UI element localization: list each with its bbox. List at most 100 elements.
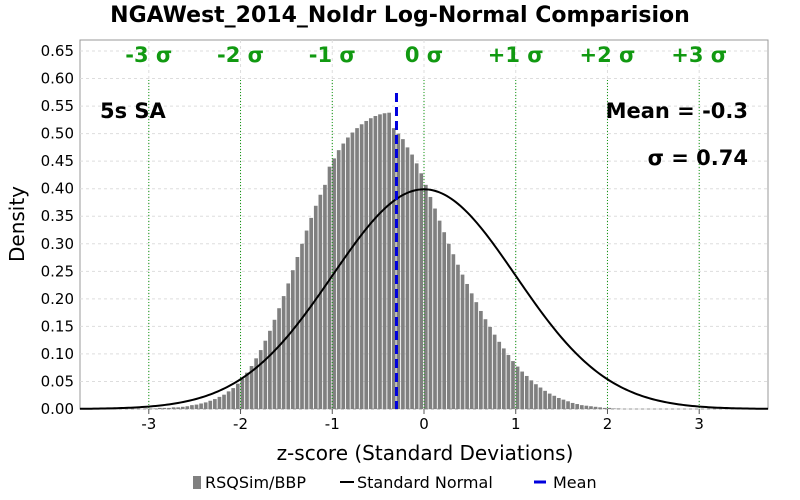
histogram-bar xyxy=(350,132,355,409)
histogram-bar xyxy=(488,326,492,409)
histogram-bar xyxy=(258,350,263,409)
histogram-bar xyxy=(524,375,529,409)
sigma-label: +1 σ xyxy=(488,43,544,67)
histogram-bar xyxy=(364,120,369,409)
legend-label-bars: RSQSim/BBP xyxy=(205,473,306,492)
histogram-bar xyxy=(612,408,616,409)
histogram-bar xyxy=(497,341,502,409)
sigma-label: +3 σ xyxy=(671,43,727,67)
sigma-label: 0 σ xyxy=(405,43,443,67)
histogram-bar xyxy=(332,158,336,409)
sigma-label: -1 σ xyxy=(309,43,356,67)
histogram-bar xyxy=(446,243,451,409)
histogram-bar xyxy=(460,274,465,409)
histogram-bar xyxy=(213,399,217,409)
histogram-bar xyxy=(593,406,598,409)
histogram-bar xyxy=(515,366,520,409)
normal-curve xyxy=(79,188,769,410)
histogram-bar xyxy=(281,296,286,409)
histogram-bar xyxy=(203,402,208,409)
histogram-bar xyxy=(180,406,185,409)
histogram-bar xyxy=(396,133,401,409)
histogram-bar xyxy=(511,361,515,409)
histogram-bar xyxy=(483,319,488,409)
histogram-bar xyxy=(235,383,240,409)
histogram-bar xyxy=(167,407,171,409)
histogram-bar xyxy=(309,217,314,409)
histogram-bar xyxy=(405,147,410,410)
y-tick-label: 0.50 xyxy=(41,125,74,143)
histogram-bar xyxy=(387,112,391,409)
histogram-bar xyxy=(240,378,245,409)
x-tick-label: -2 xyxy=(233,415,248,433)
x-tick-label: 1 xyxy=(511,415,521,433)
histogram-bar xyxy=(616,408,621,409)
y-tick-label: 0.05 xyxy=(41,372,74,390)
y-tick-label: 0.55 xyxy=(41,97,74,115)
legend: RSQSim/BBP Standard Normal Mean xyxy=(193,473,597,492)
histogram-bar xyxy=(185,406,190,409)
histogram-bar xyxy=(579,405,584,409)
y-tick-label: 0.60 xyxy=(41,70,74,88)
histogram-bar xyxy=(410,154,414,409)
histogram-bar xyxy=(245,372,249,409)
histogram-bar xyxy=(208,400,213,409)
histogram-bar xyxy=(557,397,561,409)
histogram-bar xyxy=(428,196,433,409)
histogram-bar xyxy=(254,358,258,409)
histogram-bar xyxy=(451,254,456,409)
period-annotation: 5s SA xyxy=(100,99,167,123)
sigma-annotation: σ = 0.74 xyxy=(648,146,748,170)
mean-annotation: Mean = -0.3 xyxy=(606,99,748,123)
histogram-bar xyxy=(176,407,181,409)
histogram-bar xyxy=(382,113,387,409)
y-axis-label: Density xyxy=(5,186,29,262)
histogram-bar xyxy=(304,230,309,409)
sigma-label: -2 σ xyxy=(217,43,264,67)
histogram-bar xyxy=(598,407,602,409)
histogram-bar xyxy=(171,407,176,409)
y-tick-label: 0.15 xyxy=(41,317,74,335)
histogram-bar xyxy=(607,407,612,409)
plot-area: 0.00 0.05 0.10 0.15 0.20 0.25 0.30 0.35 0.40 0.45… xyxy=(41,39,769,433)
histogram-bar xyxy=(300,243,304,409)
histogram-bar xyxy=(194,404,199,409)
histogram-bar xyxy=(442,232,447,409)
x-tick-label: -3 xyxy=(141,415,156,433)
histogram-bar xyxy=(336,150,341,410)
histogram-bar xyxy=(479,310,483,409)
histogram-bar xyxy=(263,340,268,409)
y-tick-label: 0.25 xyxy=(41,262,74,280)
y-tick-label: 0.40 xyxy=(41,180,74,198)
histogram-bar xyxy=(561,399,566,409)
histogram-bar xyxy=(501,348,506,409)
histogram-bar xyxy=(378,114,382,410)
histogram-bar xyxy=(226,391,231,409)
histogram-bar xyxy=(520,371,525,409)
histogram-bar xyxy=(373,116,378,409)
y-tick-label: 0.10 xyxy=(41,345,74,363)
histogram-bar xyxy=(538,387,543,409)
histogram-bar xyxy=(570,402,575,409)
histogram-bar xyxy=(465,283,469,409)
histogram-bar xyxy=(424,184,428,409)
histogram-bar xyxy=(157,407,162,409)
histogram-bar xyxy=(153,408,158,409)
legend-label-mean: Mean xyxy=(553,473,597,492)
histogram-bar xyxy=(506,355,511,409)
sigma-label: +2 σ xyxy=(580,43,636,67)
histogram-bar xyxy=(268,330,272,409)
y-tick-label: 0.35 xyxy=(41,207,74,225)
histogram-bar xyxy=(456,264,460,409)
histogram-bar xyxy=(346,137,350,409)
histogram-bar xyxy=(529,380,534,409)
chart-title: NGAWest_2014_NoIdr Log-Normal Comparisio… xyxy=(110,3,690,28)
histogram-bar xyxy=(469,293,474,409)
histogram-bar xyxy=(602,407,607,409)
histogram-bar xyxy=(295,256,300,409)
histogram-bar xyxy=(589,406,593,409)
histogram-bar xyxy=(552,395,557,409)
y-tick-label: 0.00 xyxy=(41,400,74,418)
histogram-bar xyxy=(547,393,552,409)
